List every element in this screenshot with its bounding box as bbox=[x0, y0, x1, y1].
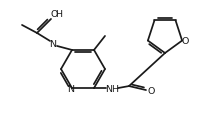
Text: O: O bbox=[181, 37, 189, 46]
Text: N: N bbox=[68, 84, 74, 93]
Text: O: O bbox=[147, 86, 155, 95]
Text: N: N bbox=[50, 40, 57, 49]
Text: O: O bbox=[50, 10, 58, 19]
Text: H: H bbox=[56, 10, 62, 19]
Text: NH: NH bbox=[105, 84, 119, 93]
